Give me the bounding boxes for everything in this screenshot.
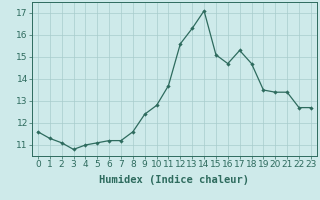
X-axis label: Humidex (Indice chaleur): Humidex (Indice chaleur): [100, 175, 249, 185]
